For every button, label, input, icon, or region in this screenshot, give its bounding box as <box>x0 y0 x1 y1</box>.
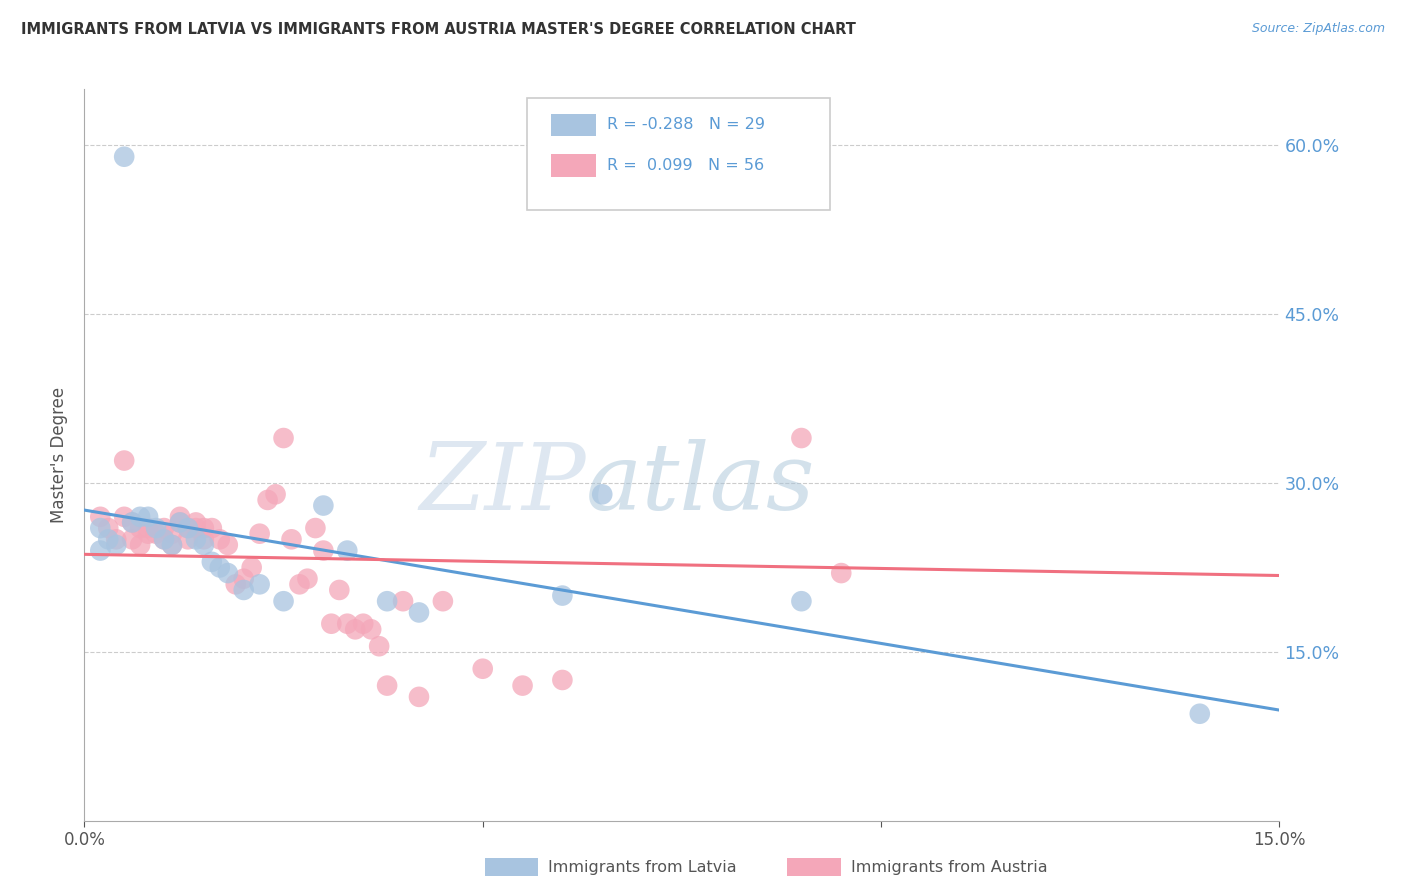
Point <box>288 577 311 591</box>
Point <box>160 526 183 541</box>
Point <box>344 623 367 637</box>
Point <box>184 521 207 535</box>
Point <box>121 533 143 547</box>
Point <box>105 538 128 552</box>
Point <box>368 639 391 653</box>
Point <box>790 594 813 608</box>
Point <box>177 521 200 535</box>
Point <box>201 521 224 535</box>
Point <box>184 516 207 530</box>
Point <box>89 543 111 558</box>
Point <box>169 516 191 530</box>
Point <box>193 538 215 552</box>
Point <box>232 582 254 597</box>
Point <box>201 555 224 569</box>
Point <box>551 589 574 603</box>
Point <box>591 487 613 501</box>
Point <box>249 526 271 541</box>
Point <box>89 509 111 524</box>
Point <box>273 594 295 608</box>
Point <box>328 582 350 597</box>
Point <box>432 594 454 608</box>
Text: ZIP: ZIP <box>419 439 586 529</box>
Point <box>112 453 135 467</box>
Point <box>169 516 191 530</box>
Point <box>249 577 271 591</box>
Point <box>208 533 231 547</box>
Point <box>551 673 574 687</box>
Point <box>304 521 326 535</box>
Point <box>256 492 278 507</box>
Point <box>273 431 295 445</box>
Point <box>830 566 852 580</box>
Point <box>129 509 152 524</box>
Point <box>336 543 359 558</box>
Point <box>352 616 374 631</box>
Point <box>217 538 239 552</box>
Point <box>232 572 254 586</box>
Point <box>193 533 215 547</box>
Point <box>177 521 200 535</box>
Point <box>129 521 152 535</box>
Point <box>160 538 183 552</box>
Point <box>160 538 183 552</box>
Point <box>321 616 343 631</box>
Point <box>177 533 200 547</box>
Point <box>375 594 398 608</box>
Point <box>312 543 335 558</box>
Point <box>790 431 813 445</box>
Point <box>184 533 207 547</box>
Point <box>193 521 215 535</box>
Text: R = -0.288   N = 29: R = -0.288 N = 29 <box>607 118 765 132</box>
Point <box>121 516 143 530</box>
Point <box>336 616 359 631</box>
Point <box>280 533 302 547</box>
Point <box>153 521 176 535</box>
Text: atlas: atlas <box>586 439 815 529</box>
Text: IMMIGRANTS FROM LATVIA VS IMMIGRANTS FROM AUSTRIA MASTER'S DEGREE CORRELATION CH: IMMIGRANTS FROM LATVIA VS IMMIGRANTS FRO… <box>21 22 856 37</box>
Point <box>136 521 159 535</box>
Text: R =  0.099   N = 56: R = 0.099 N = 56 <box>607 158 765 172</box>
Point <box>97 521 120 535</box>
Point <box>1188 706 1211 721</box>
Point <box>112 509 135 524</box>
Point <box>153 533 176 547</box>
Point <box>129 538 152 552</box>
Point <box>375 679 398 693</box>
Point <box>240 560 263 574</box>
Point <box>408 606 430 620</box>
Point <box>512 679 534 693</box>
Point <box>136 509 159 524</box>
Text: Source: ZipAtlas.com: Source: ZipAtlas.com <box>1251 22 1385 36</box>
Text: Immigrants from Austria: Immigrants from Austria <box>851 860 1047 874</box>
Point <box>208 560 231 574</box>
Point <box>360 623 382 637</box>
Point <box>97 533 120 547</box>
Point <box>264 487 287 501</box>
Point <box>145 521 167 535</box>
Point <box>471 662 494 676</box>
Point <box>153 533 176 547</box>
Point <box>225 577 247 591</box>
Point <box>112 150 135 164</box>
Point <box>136 526 159 541</box>
Point <box>121 516 143 530</box>
Point <box>145 526 167 541</box>
Point <box>297 572 319 586</box>
Point <box>392 594 415 608</box>
Text: Immigrants from Latvia: Immigrants from Latvia <box>548 860 737 874</box>
Point <box>169 509 191 524</box>
Point <box>105 533 128 547</box>
Point <box>89 521 111 535</box>
Y-axis label: Master's Degree: Master's Degree <box>49 387 67 523</box>
Point <box>408 690 430 704</box>
Point <box>217 566 239 580</box>
Point <box>312 499 335 513</box>
